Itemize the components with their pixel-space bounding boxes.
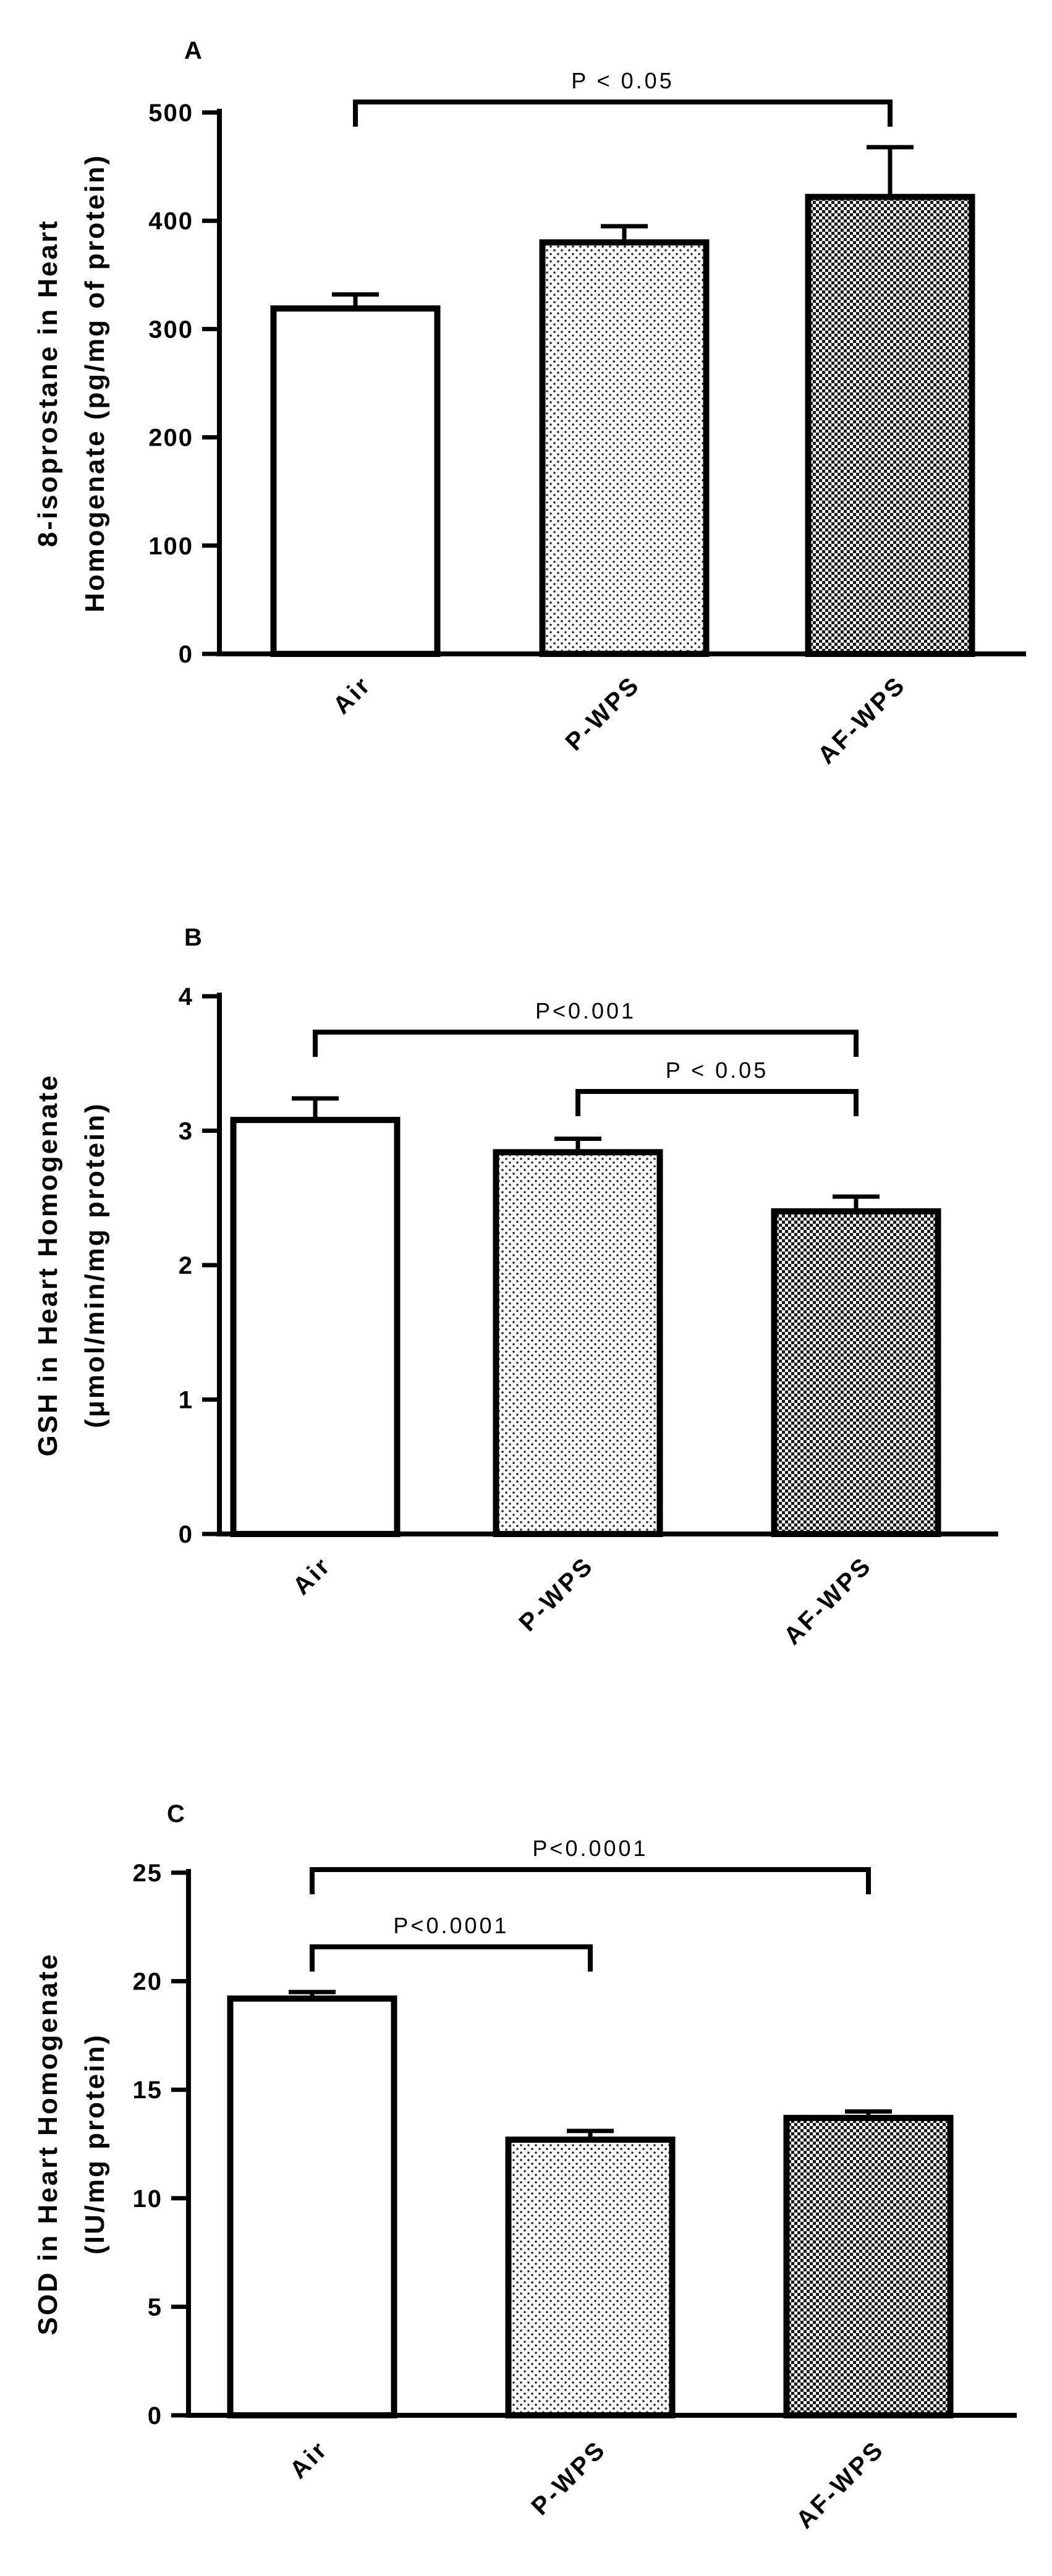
y-tick-label: 300 <box>148 316 193 343</box>
y-tick-label: 20 <box>133 1968 163 1996</box>
y-tick-label: 5 <box>148 2294 163 2321</box>
significance-label: P<0.0001 <box>532 1836 648 1861</box>
x-tick-label-p-wps: P-WPS <box>514 1551 599 1637</box>
significance-bracket <box>310 1944 593 1972</box>
bar-af-wps <box>771 1208 941 1537</box>
y-axis-label-line-1: 8-isoprostane in Heart <box>33 219 63 548</box>
y-tick-label: 200 <box>148 425 193 452</box>
y-axis-label-line-2: (μmol/min/mg protein) <box>80 1102 110 1428</box>
significance-bracket <box>353 100 893 127</box>
chart-panel-c: C SOD in Heart Homogenate (IU/mg protein) 0… <box>33 1800 1017 2534</box>
x-tick-label-af-wps: AF-WPS <box>779 1551 878 1650</box>
x-tick-label-af-wps: AF-WPS <box>791 2435 890 2534</box>
y-tick-label: 100 <box>148 533 193 560</box>
panel-label: A <box>184 37 202 64</box>
chart-panel-a: A 8-isoprostane in Heart Homogenate (pg/mg… <box>33 37 1026 769</box>
y-tick-label: 15 <box>133 2077 163 2104</box>
y-tick-label: 500 <box>148 100 193 127</box>
y-axis-label-line-2: Homogenate (pg/mg of protein) <box>80 154 110 612</box>
x-tick-label-air: Air <box>328 671 376 719</box>
bar-air <box>227 1995 397 2419</box>
significance-label: P<0.001 <box>535 998 636 1023</box>
x-tick-label-p-wps: P-WPS <box>526 2435 611 2520</box>
significance-label: P < 0.05 <box>571 68 674 93</box>
significance-bracket <box>310 1867 871 1894</box>
x-tick-label-p-wps: P-WPS <box>560 671 645 756</box>
chart-panel-b: B GSH in Heart Homogenate (μmol/min/mg pro… <box>33 924 998 1650</box>
y-axis-label-line-1: GSH in Heart Homogenate <box>33 1074 63 1456</box>
bar-air <box>230 1117 401 1537</box>
y-tick-label: 2 <box>179 1252 193 1279</box>
y-tick-label: 0 <box>148 2402 163 2430</box>
y-axis-label-line-1: SOD in Heart Homogenate <box>33 1952 63 2335</box>
y-tick-label: 4 <box>179 983 193 1010</box>
bar-air <box>270 305 441 657</box>
x-tick-label-air: Air <box>287 1551 336 1600</box>
x-tick-label-air: Air <box>284 2435 333 2484</box>
bar-p-wps <box>493 1149 663 1538</box>
y-tick-label: 10 <box>133 2185 163 2213</box>
y-axis-label-line-2: (IU/mg protein) <box>80 2033 110 2255</box>
y-tick-label: 3 <box>179 1118 193 1145</box>
y-tick-label: 0 <box>179 1521 193 1548</box>
significance-bracket <box>575 1089 859 1116</box>
y-tick-label: 1 <box>179 1387 193 1414</box>
significance-bracket <box>313 1030 859 1057</box>
significance-label: P < 0.05 <box>666 1057 768 1083</box>
significance-label: P<0.0001 <box>393 1913 509 1938</box>
x-tick-label-af-wps: AF-WPS <box>813 671 912 769</box>
bar-p-wps <box>505 2136 676 2419</box>
panel-label: C <box>167 1800 185 1828</box>
bar-p-wps <box>539 239 710 657</box>
y-tick-label: 0 <box>179 641 193 668</box>
y-tick-label: 400 <box>148 208 193 235</box>
panel-label: B <box>184 924 202 951</box>
bar-af-wps <box>805 193 975 657</box>
y-tick-label: 25 <box>133 1860 163 1887</box>
bar-af-wps <box>783 2114 954 2418</box>
